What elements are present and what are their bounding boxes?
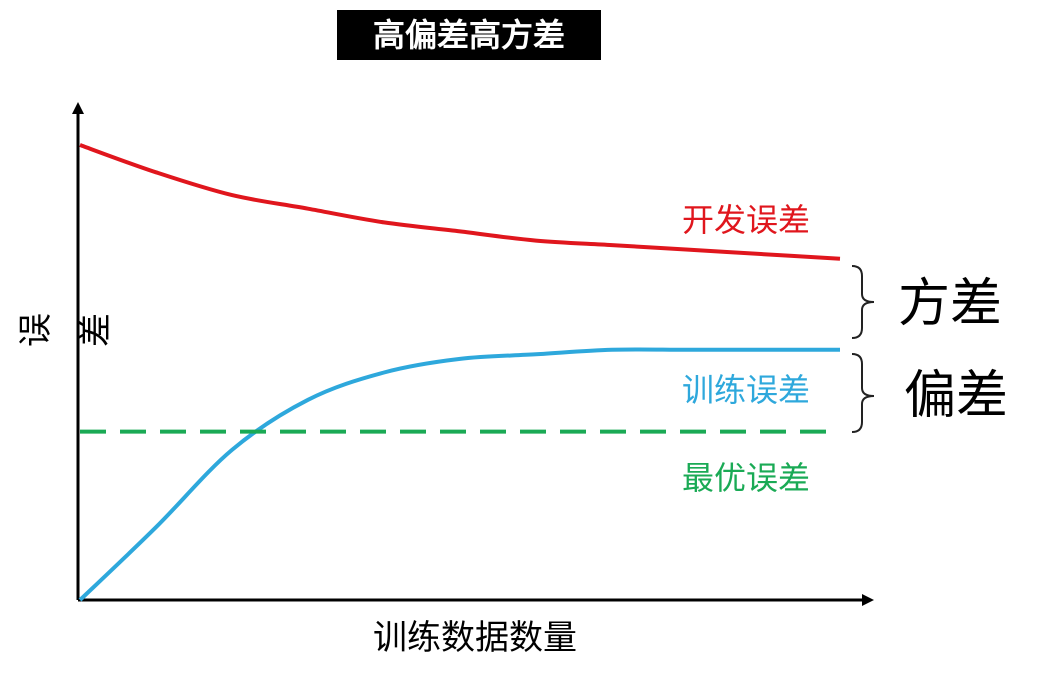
train-error-label: 训练误差 bbox=[682, 371, 811, 409]
optimal-error-label: 最优误差 bbox=[682, 459, 811, 497]
bias-label: 偏差 bbox=[904, 366, 1009, 426]
train-error-line bbox=[78, 347, 840, 602]
dev-error-line bbox=[79, 143, 841, 261]
dev-error-label: 开发误差 bbox=[682, 201, 811, 239]
x-axis-label: 训练数据数量 bbox=[373, 618, 577, 658]
y-axis-label: 误差 bbox=[16, 313, 116, 347]
series-layer bbox=[78, 143, 841, 602]
bias-bracket bbox=[851, 353, 875, 433]
variance-label: 方差 bbox=[898, 274, 1003, 334]
chart-title: 高偏差高方差 bbox=[337, 10, 601, 60]
variance-bracket bbox=[851, 265, 875, 339]
